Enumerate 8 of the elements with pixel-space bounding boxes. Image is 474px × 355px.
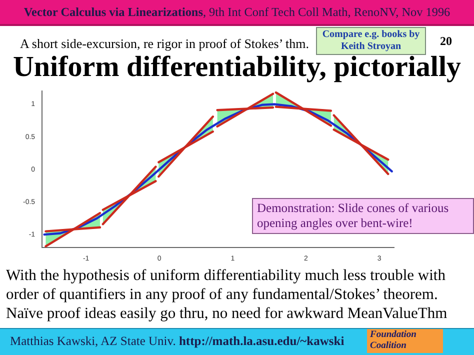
chart-subtitle: A short side-excursion, re rigor in proof of Stokes’ thm. bbox=[20, 36, 309, 52]
text: Matthias Kawski, AZ State Univ. http://math.la.asu.edu/~kawski bbox=[10, 334, 344, 349]
text: Foundation Coalition bbox=[367, 329, 443, 353]
text: With the hypothesis of uniform differentiability much less trouble with order of quantifiers in any proof of any fundamental/Stokes’ theorem. Naïve proof ideas easily go thru, no need for awkward MeanValueThm bbox=[6, 266, 448, 323]
text: Vector Calculus via Linearizations, 9th Int Conf Tech Coll Math, RenoNV, Nov 1996 bbox=[0, 0, 474, 26]
annotation: Demonstration: Slide cones of various opening angles over bent-wire! bbox=[252, 198, 474, 234]
text: 20 bbox=[440, 34, 452, 49]
text: Compare e.g. books by Keith Stroyan bbox=[316, 27, 426, 55]
